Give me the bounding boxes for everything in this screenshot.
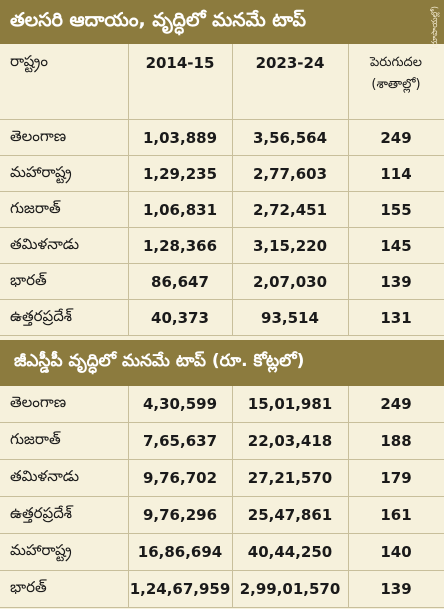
value-2014-15: 40,373 xyxy=(151,308,209,327)
column-divider xyxy=(348,44,349,336)
growth-percent: 188 xyxy=(380,432,412,450)
state-name: గుజరాత్ xyxy=(10,430,61,448)
column-divider xyxy=(232,386,233,608)
gsdp-growth-table: తెలంగాణ 4,30,599 15,01,981 249 గుజరాత్ 7… xyxy=(0,386,444,608)
table-row: మహారాష్ట్ర 1,29,235 2,77,603 114 xyxy=(0,156,444,192)
state-name: ఉత్తరప్రదేశ్ xyxy=(10,306,73,325)
state-name: తమిళనాడు xyxy=(10,234,80,253)
growth-percent: 179 xyxy=(380,469,412,487)
table-row: తమిళనాడు 9,76,702 27,21,570 179 xyxy=(0,460,444,497)
table1-title-banner: తలసరి ఆదాయం, వృద్ధిలో మనమే టాప్ (రూపాయల్… xyxy=(0,0,444,49)
state-name: భారత్ xyxy=(10,270,47,289)
table2-title: జీఎస్డీపీ వృద్ధిలో మనమే టాప్ (రూ. కోట్లల… xyxy=(14,351,305,371)
value-2014-15: 1,24,67,959 xyxy=(129,580,231,598)
header-growth-label: పెరుగుదల xyxy=(370,55,422,70)
state-name: మహారాష్ట్ర xyxy=(10,541,72,559)
per-capita-income-table: రాష్ట్రం 2014-15 2023-24 పెరుగుదల (శాతాల… xyxy=(0,44,444,336)
value-2023-24: 25,47,861 xyxy=(247,506,333,524)
value-2014-15: 9,76,702 xyxy=(142,469,218,487)
column-divider xyxy=(128,386,129,608)
value-2023-24: 2,07,030 xyxy=(252,272,328,291)
header-growth: పెరుగుదల (శాతాల్లో) xyxy=(348,44,444,96)
growth-percent: 139 xyxy=(380,580,412,598)
state-name: మహారాష్ట్ర xyxy=(10,162,72,181)
value-2023-24: 3,56,564 xyxy=(252,128,328,147)
header-growth-unit: (శాతాల్లో) xyxy=(371,77,421,92)
state-name: ఉత్తరప్రదేశ్ xyxy=(10,504,73,522)
header-2014-15: 2014-15 xyxy=(145,54,215,72)
value-2014-15: 1,29,235 xyxy=(142,164,218,183)
column-divider xyxy=(232,44,233,336)
value-2023-24: 40,44,250 xyxy=(247,543,333,561)
table-row: భారత్ 86,647 2,07,030 139 xyxy=(0,264,444,300)
value-2014-15: 4,30,599 xyxy=(142,395,218,413)
header-2023-24: 2023-24 xyxy=(255,54,325,72)
value-2023-24: 93,514 xyxy=(261,308,319,327)
value-2023-24: 3,15,220 xyxy=(252,236,328,255)
growth-percent: 249 xyxy=(380,128,412,147)
value-2014-15: 1,28,366 xyxy=(142,236,218,255)
state-name: తెలంగాణ xyxy=(10,393,67,411)
credit-note: (రూపాయల్లో) xyxy=(430,6,439,49)
value-2023-24: 22,03,418 xyxy=(247,432,333,450)
table-row: తెలంగాణ 4,30,599 15,01,981 249 xyxy=(0,386,444,423)
value-2023-24: 27,21,570 xyxy=(247,469,333,487)
growth-percent: 249 xyxy=(380,395,412,413)
table-row: గుజరాత్ 7,65,637 22,03,418 188 xyxy=(0,423,444,460)
value-2023-24: 2,99,01,570 xyxy=(239,580,341,598)
column-divider xyxy=(128,44,129,336)
state-name: తమిళనాడు xyxy=(10,467,80,485)
value-2014-15: 1,03,889 xyxy=(142,128,218,147)
growth-percent: 155 xyxy=(380,200,412,219)
value-2014-15: 9,76,296 xyxy=(142,506,218,524)
value-2023-24: 15,01,981 xyxy=(247,395,333,413)
table2-title-banner: జీఎస్డీపీ వృద్ధిలో మనమే టాప్ (రూ. కోట్లల… xyxy=(0,340,444,386)
table-row: గుజరాత్ 1,06,831 2,72,451 155 xyxy=(0,192,444,228)
value-2014-15: 86,647 xyxy=(151,272,209,291)
column-divider xyxy=(348,386,349,608)
state-name: గుజరాత్ xyxy=(10,198,61,217)
table-row: ఉత్తరప్రదేశ్ 9,76,296 25,47,861 161 xyxy=(0,497,444,534)
table-row: ఉత్తరప్రదేశ్ 40,373 93,514 131 xyxy=(0,300,444,336)
value-2014-15: 16,86,694 xyxy=(137,543,223,561)
table-row: తమిళనాడు 1,28,366 3,15,220 145 xyxy=(0,228,444,264)
state-name: తెలంగాణ xyxy=(10,126,67,145)
growth-percent: 140 xyxy=(380,543,412,561)
value-2014-15: 1,06,831 xyxy=(142,200,218,219)
table-row: భారత్ 1,24,67,959 2,99,01,570 139 xyxy=(0,571,444,608)
growth-percent: 114 xyxy=(380,164,412,183)
table1-header-row: రాష్ట్రం 2014-15 2023-24 పెరుగుదల (శాతాల… xyxy=(0,44,444,120)
value-2023-24: 2,77,603 xyxy=(252,164,328,183)
table-row: మహారాష్ట్ర 16,86,694 40,44,250 140 xyxy=(0,534,444,571)
header-state: రాష్ట్రం xyxy=(10,52,48,70)
table1-title: తలసరి ఆదాయం, వృద్ధిలో మనమే టాప్ xyxy=(10,8,306,31)
growth-percent: 131 xyxy=(380,308,412,327)
table-row: తెలంగాణ 1,03,889 3,56,564 249 xyxy=(0,120,444,156)
value-2023-24: 2,72,451 xyxy=(252,200,328,219)
value-2014-15: 7,65,637 xyxy=(142,432,218,450)
growth-percent: 161 xyxy=(380,506,412,524)
state-name: భారత్ xyxy=(10,578,47,596)
growth-percent: 139 xyxy=(380,272,412,291)
growth-percent: 145 xyxy=(380,236,412,255)
